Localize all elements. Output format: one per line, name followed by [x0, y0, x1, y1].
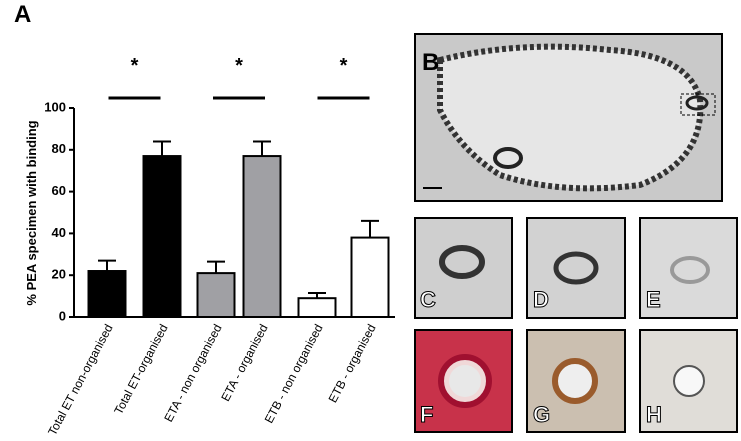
y-tick-label: 80 — [52, 141, 66, 156]
y-tick-label: 0 — [59, 308, 66, 323]
bar — [350, 236, 390, 318]
x-tick-label: ETB - non organised — [262, 322, 326, 426]
inset-box — [680, 93, 716, 116]
significance-star: * — [235, 55, 243, 77]
x-tick-label: Total ET-organised — [111, 322, 170, 417]
panel-letter: F — [420, 402, 433, 427]
x-tick-label: Total ET non-organised — [45, 322, 116, 438]
y-tick-label: 100 — [44, 99, 66, 114]
x-tick-label: ETA - organised — [218, 322, 270, 404]
vessel — [552, 358, 598, 404]
bar — [297, 297, 337, 319]
panel-c — [414, 217, 513, 319]
vessel — [670, 256, 710, 284]
y-tick-label: 20 — [52, 267, 66, 282]
panel-letter: H — [646, 402, 662, 427]
bar — [242, 155, 282, 318]
panel-label: A — [14, 1, 31, 28]
x-tick-label: ETB - organised — [326, 322, 379, 405]
vessel — [553, 251, 599, 285]
panel-letter: G — [533, 402, 550, 427]
panel-d — [526, 217, 626, 319]
y-tick-label: 40 — [52, 225, 66, 240]
bar — [87, 270, 127, 318]
bar — [142, 155, 182, 318]
y-axis-label: % PEA specimen with binding — [24, 120, 39, 305]
vessel — [493, 147, 523, 169]
tissue — [437, 43, 704, 192]
image-panels — [414, 33, 738, 433]
significance-star: * — [131, 55, 139, 77]
y-tick-label: 60 — [52, 183, 66, 198]
panel-letter: E — [646, 287, 661, 312]
panel-letter: C — [420, 287, 436, 312]
panel-letter: B — [422, 49, 439, 76]
vessel — [685, 95, 709, 111]
panel-letter: D — [533, 287, 549, 312]
vessel — [439, 245, 485, 279]
panel-e — [639, 217, 738, 319]
vessel — [673, 365, 705, 397]
significance-star: * — [340, 55, 348, 77]
lumen — [449, 365, 481, 397]
bar — [196, 272, 236, 318]
x-tick-label: ETA - non organised — [161, 322, 224, 424]
